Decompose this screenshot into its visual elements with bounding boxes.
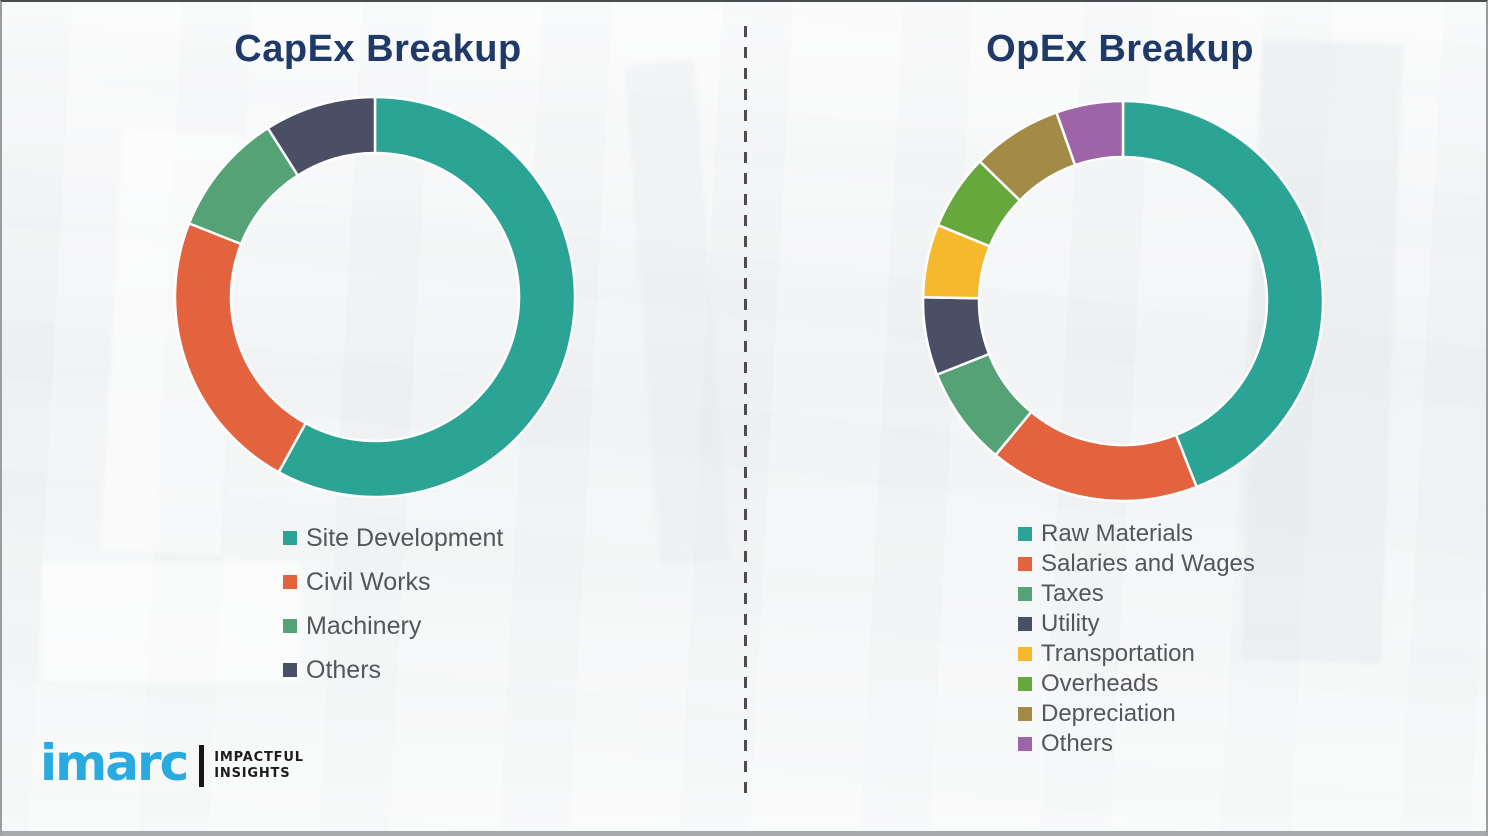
- donut-segment-civil-works: [173, 222, 307, 474]
- imarc-tagline-line1: IMPACTFUL: [214, 750, 304, 765]
- legend-item-others: Others: [1018, 729, 1255, 759]
- imarc-tagline-line2: INSIGHTS: [214, 766, 291, 781]
- legend-label: Overheads: [1041, 670, 1159, 697]
- background-streak: [624, 60, 730, 564]
- legend-swatch: [1018, 557, 1032, 571]
- legend-swatch: [1018, 707, 1032, 721]
- donut-segment-site-development: [277, 95, 577, 499]
- legend-item-site-development: Site Development: [283, 516, 503, 560]
- legend-label: Others: [1041, 730, 1114, 757]
- capex-legend: Site Development Civil Works Machinery O…: [283, 516, 503, 692]
- opex-chart-title: OpEx Breakup: [986, 28, 1254, 70]
- legend-swatch: [1018, 617, 1032, 631]
- legend-label: Transportation: [1041, 640, 1195, 667]
- legend-item-others: Others: [283, 648, 503, 692]
- imarc-logo-wordmark: imarc: [40, 734, 189, 792]
- legend-item-civil-works: Civil Works: [283, 560, 503, 604]
- opex-legend: Raw Materials Salaries and Wages Taxes U…: [1018, 519, 1255, 759]
- legend-item-raw-materials: Raw Materials: [1018, 519, 1255, 549]
- legend-swatch: [1018, 527, 1032, 541]
- legend-item-utility: Utility: [1018, 609, 1255, 639]
- donut-segment-raw-materials: [1121, 99, 1325, 489]
- legend-swatch: [283, 575, 297, 589]
- legend-swatch: [1018, 587, 1032, 601]
- legend-label: Depreciation: [1041, 700, 1176, 727]
- capex-donut-chart: [173, 95, 577, 499]
- legend-swatch: [1018, 647, 1032, 661]
- legend-swatch: [283, 663, 297, 677]
- legend-item-machinery: Machinery: [283, 604, 503, 648]
- legend-swatch: [1018, 737, 1032, 751]
- imarc-logo: imarc IMPACTFUL INSIGHTS: [40, 738, 304, 788]
- imarc-logo-divider-bar: [199, 745, 205, 787]
- legend-label: Others: [306, 655, 382, 684]
- donut-segment-salaries-and-wages: [994, 410, 1198, 503]
- legend-swatch: [1018, 677, 1032, 691]
- legend-swatch: [283, 531, 297, 545]
- donut-segment-others: [266, 95, 377, 177]
- imarc-logo-tagline: IMPACTFUL INSIGHTS: [214, 750, 304, 782]
- opex-donut-chart: [921, 99, 1325, 503]
- legend-item-overheads: Overheads: [1018, 669, 1255, 699]
- legend-label: Site Development: [306, 523, 504, 552]
- vertical-dashed-divider: [744, 26, 747, 794]
- legend-label: Machinery: [306, 611, 422, 640]
- legend-item-depreciation: Depreciation: [1018, 699, 1255, 729]
- legend-label: Salaries and Wages: [1041, 550, 1255, 577]
- legend-label: Raw Materials: [1041, 520, 1194, 547]
- legend-label: Utility: [1041, 610, 1100, 637]
- donut-segment-others: [1055, 99, 1125, 167]
- legend-swatch: [283, 619, 297, 633]
- legend-item-taxes: Taxes: [1018, 579, 1255, 609]
- capex-chart-title: CapEx Breakup: [234, 28, 522, 70]
- legend-label: Taxes: [1041, 580, 1104, 607]
- background-streak: [42, 562, 302, 682]
- legend-item-salaries-and-wages: Salaries and Wages: [1018, 549, 1255, 579]
- legend-label: Civil Works: [306, 567, 431, 596]
- legend-item-transportation: Transportation: [1018, 639, 1255, 669]
